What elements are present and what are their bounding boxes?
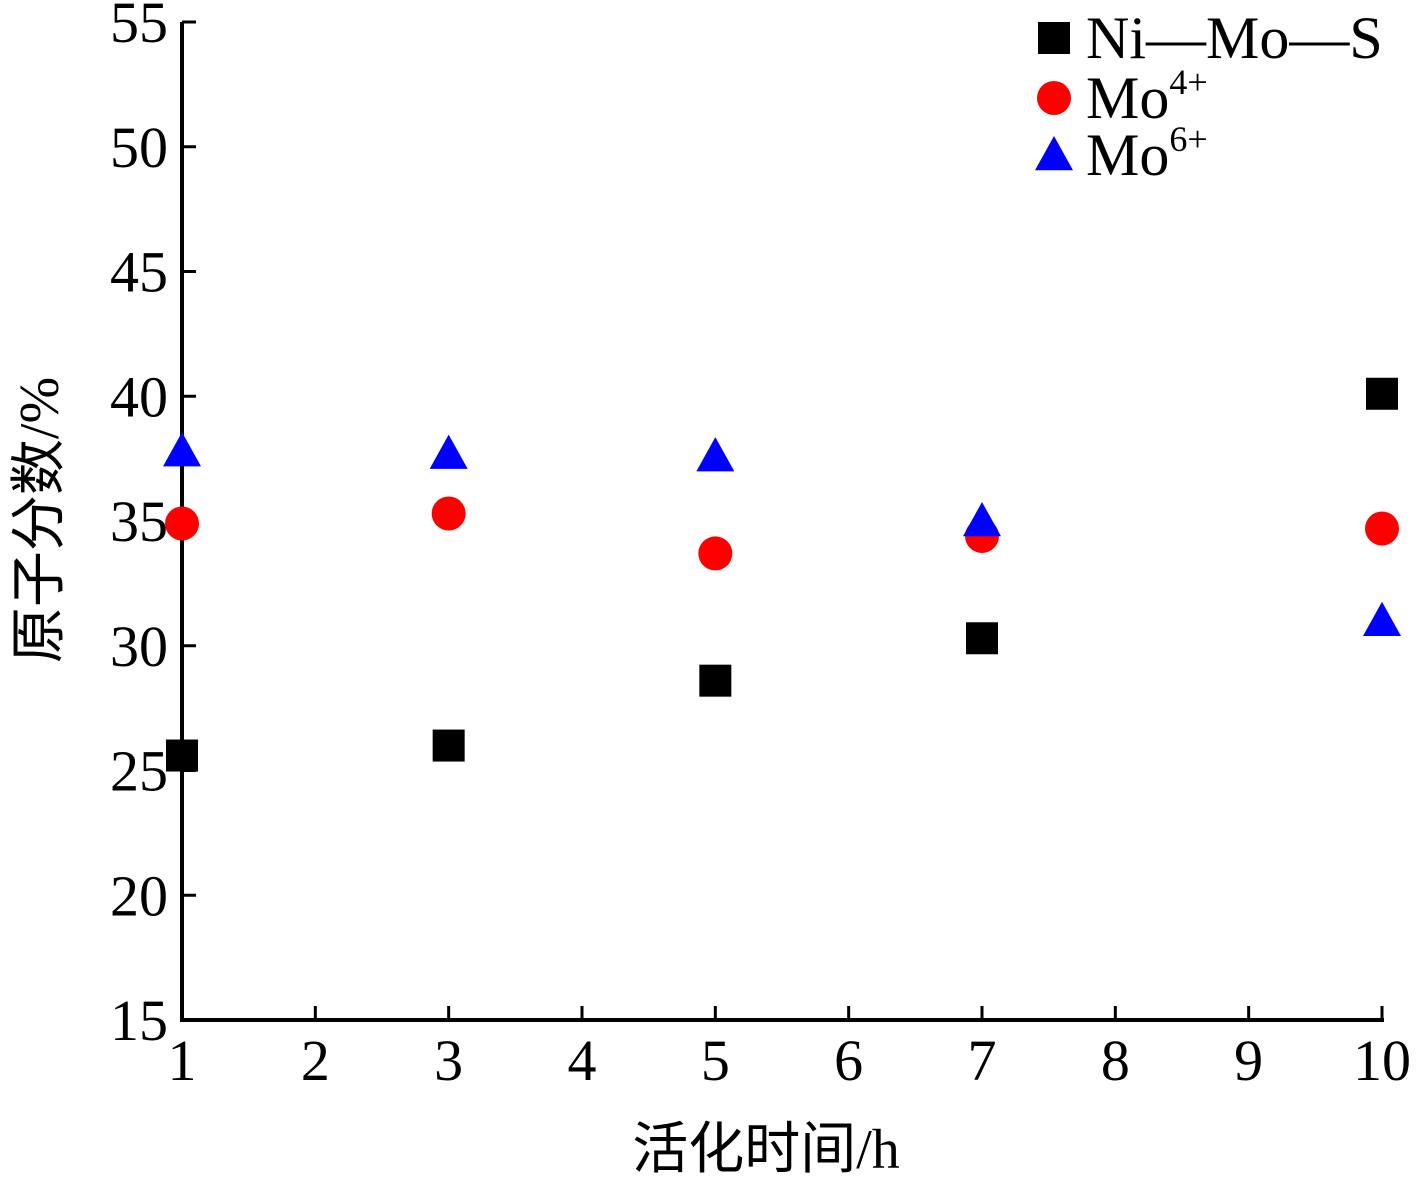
x-tick-label: 8: [1101, 1028, 1130, 1093]
y-tick-label: 50: [110, 115, 168, 180]
y-ticks: 15 20 25 30 35 40 45 50 55: [110, 0, 196, 1053]
data-point-circle: [165, 506, 199, 541]
y-tick-label: 45: [110, 240, 168, 305]
data-point-triangle: [963, 502, 1001, 537]
y-tick-label: 15: [110, 988, 168, 1053]
data-point-circle: [1365, 511, 1399, 546]
legend-label: Mo4+: [1086, 62, 1208, 131]
x-tick-label: 9: [1234, 1028, 1263, 1093]
legend-marker-circle: [1037, 81, 1071, 115]
legend-marker-square: [1038, 22, 1070, 54]
x-tick-label: 5: [701, 1028, 730, 1093]
x-axis-title: 活化时间/h: [632, 1119, 900, 1181]
x-tick-label: 2: [301, 1028, 330, 1093]
y-tick-label: 30: [110, 614, 168, 679]
data-point-square: [1366, 377, 1398, 410]
legend-marker-triangle: [1035, 136, 1073, 171]
y-tick-label: 25: [110, 739, 168, 804]
y-tick-label: 20: [110, 863, 168, 928]
data-point-square: [166, 739, 198, 772]
data-point-triangle: [1363, 601, 1401, 636]
axes: [180, 22, 1384, 1022]
x-tick-label: 4: [568, 1028, 597, 1093]
x-tick-label: 6: [834, 1028, 863, 1093]
y-axis-title: 原子分数/%: [9, 377, 71, 663]
data-point-circle: [698, 536, 733, 571]
x-tick-label: 7: [968, 1028, 997, 1093]
data-point-triangle: [696, 437, 735, 472]
data-point-square: [699, 664, 732, 697]
y-tick-label: 40: [110, 364, 168, 429]
x-tick-label: 3: [434, 1028, 463, 1093]
data-point-square: [966, 622, 998, 655]
legend-label: Ni—Mo—S: [1086, 5, 1383, 71]
data-point-circle: [431, 496, 466, 531]
x-tick-label: 1: [168, 1028, 197, 1093]
data-point-triangle: [163, 432, 201, 467]
y-tick-label: 55: [110, 0, 168, 55]
x-ticks: 1 2 3 4 5 6 7 8 9 10: [168, 1006, 1411, 1093]
legend-label: Mo6+: [1086, 119, 1208, 188]
data-point-triangle: [429, 434, 468, 469]
x-tick-label: 10: [1353, 1028, 1411, 1093]
data-point-square: [432, 729, 465, 762]
y-tick-label: 35: [110, 489, 168, 554]
data-markers: [163, 377, 1401, 772]
